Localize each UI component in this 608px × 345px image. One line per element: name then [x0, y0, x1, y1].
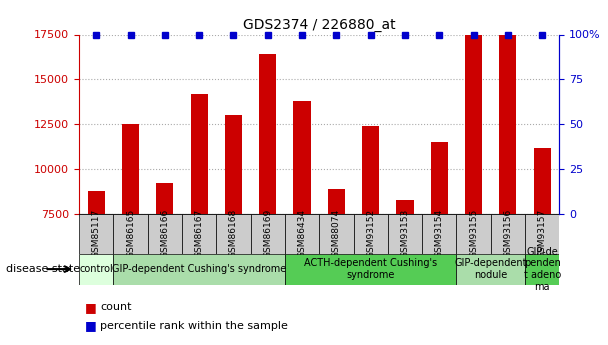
Bar [328, 189, 345, 214]
Text: GSM93157: GSM93157 [537, 209, 547, 258]
Bar [216, 214, 250, 254]
Text: GSM86434: GSM86434 [297, 209, 306, 258]
Text: GIP-de
penden
t adeno
ma: GIP-de penden t adeno ma [523, 247, 561, 292]
Text: ■: ■ [85, 300, 97, 314]
Bar [388, 214, 422, 254]
Bar [190, 94, 208, 214]
Bar [396, 199, 413, 214]
Bar [294, 101, 311, 214]
Text: ACTH-dependent Cushing's
syndrome: ACTH-dependent Cushing's syndrome [304, 258, 437, 280]
Bar [182, 214, 216, 254]
Bar [422, 214, 457, 254]
Bar [457, 214, 491, 254]
Bar [499, 34, 516, 214]
Text: GSM88074: GSM88074 [332, 209, 341, 258]
Bar [156, 184, 173, 214]
Bar [285, 254, 457, 285]
Title: GDS2374 / 226880_at: GDS2374 / 226880_at [243, 18, 396, 32]
Bar [525, 214, 559, 254]
Bar [88, 190, 105, 214]
Bar [225, 115, 242, 214]
Bar [259, 54, 276, 214]
Text: GSM86167: GSM86167 [195, 209, 204, 258]
Text: ■: ■ [85, 319, 97, 333]
Text: GIP-dependent
nodule: GIP-dependent nodule [455, 258, 527, 280]
Bar [491, 214, 525, 254]
Text: percentile rank within the sample: percentile rank within the sample [100, 321, 288, 331]
Text: GSM93156: GSM93156 [503, 209, 513, 258]
Bar [79, 254, 113, 285]
Bar [362, 126, 379, 214]
Bar [525, 254, 559, 285]
Text: GSM93155: GSM93155 [469, 209, 478, 258]
Text: GSM85117: GSM85117 [92, 209, 101, 258]
Bar [250, 214, 285, 254]
Text: GSM93152: GSM93152 [366, 209, 375, 258]
Text: GSM86168: GSM86168 [229, 209, 238, 258]
Bar [285, 214, 319, 254]
Text: count: count [100, 302, 132, 312]
Bar [534, 148, 551, 214]
Text: GSM86165: GSM86165 [126, 209, 135, 258]
Bar [319, 214, 353, 254]
Text: GSM93153: GSM93153 [401, 209, 409, 258]
Bar [79, 214, 113, 254]
Bar [113, 214, 148, 254]
Bar [113, 254, 285, 285]
Text: GSM93154: GSM93154 [435, 209, 444, 258]
Text: control: control [79, 264, 113, 274]
Bar [122, 124, 139, 214]
Text: GSM86169: GSM86169 [263, 209, 272, 258]
Bar [457, 254, 525, 285]
Text: GIP-dependent Cushing's syndrome: GIP-dependent Cushing's syndrome [112, 264, 286, 274]
Bar [465, 34, 482, 214]
Bar [430, 142, 448, 214]
Text: GSM86166: GSM86166 [161, 209, 169, 258]
Bar [353, 214, 388, 254]
Text: disease state: disease state [6, 264, 80, 274]
Bar [148, 214, 182, 254]
